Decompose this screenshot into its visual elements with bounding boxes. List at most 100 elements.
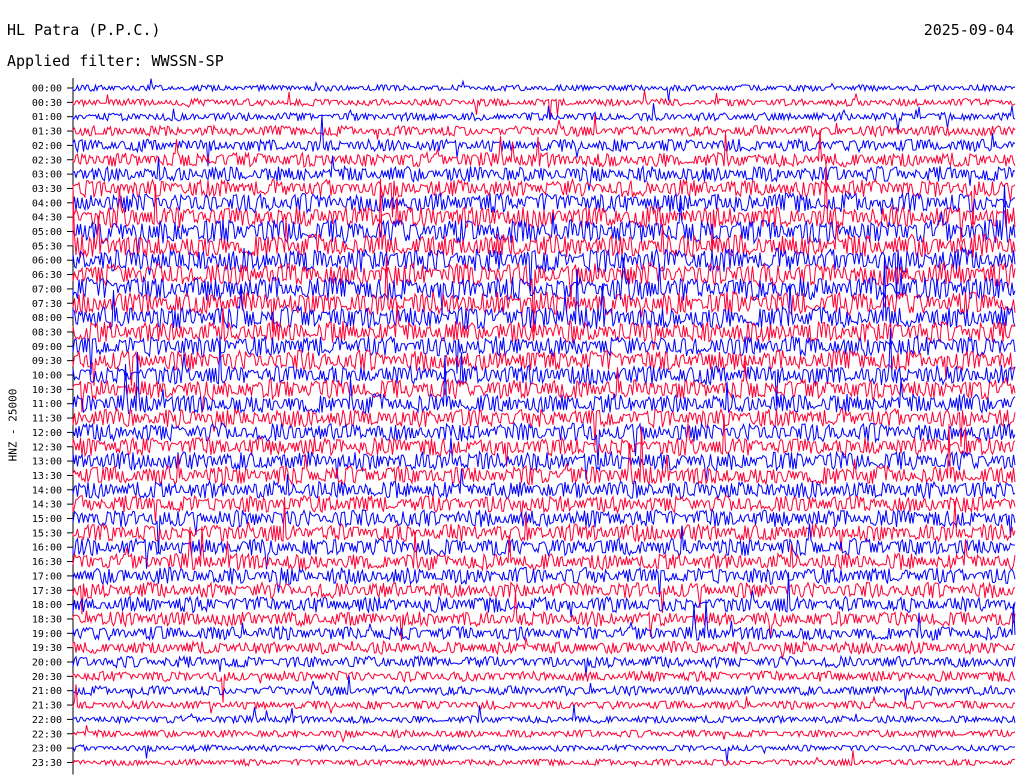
trace-row (72, 669, 1016, 703)
trace-row (72, 130, 1016, 169)
trace-row (72, 743, 1016, 763)
trace-row (72, 90, 1016, 120)
trace-row (72, 178, 1016, 259)
trace-row (72, 592, 1016, 641)
time-tick-label: 06:30 (32, 270, 62, 281)
trace-row (72, 78, 1016, 101)
trace-row (72, 725, 1016, 744)
trace-row (72, 675, 1016, 702)
trace-row (72, 437, 1016, 481)
trace-row (72, 704, 1016, 725)
trace-row (72, 165, 1016, 256)
time-tick-label: 00:00 (32, 84, 62, 95)
time-tick-label: 02:00 (32, 141, 62, 152)
time-tick-label: 07:30 (32, 299, 62, 310)
time-tick-label: 11:00 (32, 399, 62, 410)
time-tick-label: 21:00 (32, 686, 62, 697)
time-tick-label: 23:00 (32, 744, 62, 755)
trace-row (72, 177, 1016, 229)
time-tick-label: 13:30 (32, 471, 62, 482)
time-tick-label: 22:30 (32, 729, 62, 740)
time-tick-label: 19:30 (32, 643, 62, 654)
trace-row (72, 494, 1016, 522)
time-tick-label: 01:30 (32, 127, 62, 138)
trace-row (72, 352, 1016, 415)
time-tick-label: 22:00 (32, 715, 62, 726)
time-tick-label: 15:30 (32, 528, 62, 539)
time-tick-label: 06:00 (32, 256, 62, 267)
time-tick-label: 13:00 (32, 457, 62, 468)
time-tick-label: 12:30 (32, 442, 62, 453)
trace-row (72, 407, 1016, 448)
trace-row (72, 103, 1016, 131)
time-tick-label: 03:30 (32, 184, 62, 195)
time-tick-label: 05:00 (32, 227, 62, 238)
trace-row (72, 255, 1016, 331)
time-tick-label: 08:00 (32, 313, 62, 324)
trace-row (72, 349, 1016, 386)
time-tick-label: 17:30 (32, 586, 62, 597)
time-tick-label: 01:00 (32, 112, 62, 123)
filter-label: Applied filter: WWSSN-SP (7, 52, 224, 70)
trace-row (72, 566, 1016, 597)
trace-row (72, 114, 1016, 140)
trace-row (72, 684, 1016, 714)
time-tick-label: 10:30 (32, 385, 62, 396)
trace-row (72, 261, 1016, 333)
trace-row (72, 334, 1016, 375)
time-tick-label: 21:30 (32, 701, 62, 712)
time-tick-label: 15:00 (32, 514, 62, 525)
time-tick-label: 03:00 (32, 170, 62, 181)
trace-row (72, 526, 1016, 572)
time-tick-label: 14:30 (32, 500, 62, 511)
trace-row (72, 302, 1016, 351)
trace-row (72, 328, 1016, 406)
trace-row (72, 581, 1016, 615)
trace-row (72, 654, 1016, 677)
trace-row (72, 599, 1016, 642)
time-tick-label: 09:30 (32, 356, 62, 367)
time-tick-label: 17:00 (32, 571, 62, 582)
trace-row (72, 750, 1015, 768)
trace-row (72, 414, 1016, 467)
time-tick-label: 18:30 (32, 614, 62, 625)
time-tick-label: 18:00 (32, 600, 62, 611)
trace-row (72, 423, 1016, 487)
time-tick-label: 00:30 (32, 98, 62, 109)
time-tick-label: 04:00 (32, 198, 62, 209)
time-tick-label: 20:00 (32, 658, 62, 669)
time-tick-label: 16:30 (32, 557, 62, 568)
time-tick-label: 11:30 (32, 414, 62, 425)
trace-row (72, 572, 1016, 618)
trace-row (72, 421, 1016, 466)
trace-row (72, 256, 1016, 332)
trace-row (72, 637, 1016, 659)
trace-row (72, 257, 1016, 315)
time-tick-label: 04:30 (32, 213, 62, 224)
trace-row (72, 246, 1016, 300)
trace-row (72, 185, 1016, 253)
time-tick-label: 12:00 (32, 428, 62, 439)
trace-row (72, 507, 1016, 554)
time-tick-label: 20:30 (32, 672, 62, 683)
time-tick-label: 23:30 (32, 758, 62, 769)
trace-row (72, 523, 1016, 570)
trace-row (72, 468, 1016, 501)
trace-row (72, 155, 1016, 191)
time-tick-label: 16:00 (32, 543, 62, 554)
time-tick-label: 02:30 (32, 155, 62, 166)
trace-row (72, 114, 1016, 167)
time-tick-label: 14:00 (32, 485, 62, 496)
trace-row (72, 360, 1016, 414)
date-label: 2025-09-04 (923, 21, 1014, 39)
time-tick-label: 08:30 (32, 327, 62, 338)
time-tick-label: 09:00 (32, 342, 62, 353)
time-tick-label: 07:00 (32, 284, 62, 295)
station-title: HL Patra (P.P.C.) (7, 21, 161, 39)
trace-row (72, 191, 1016, 215)
time-tick-label: 05:30 (32, 241, 62, 252)
time-tick-label: 10:00 (32, 371, 62, 382)
trace-row (72, 496, 1016, 552)
time-tick-label: 19:00 (32, 629, 62, 640)
